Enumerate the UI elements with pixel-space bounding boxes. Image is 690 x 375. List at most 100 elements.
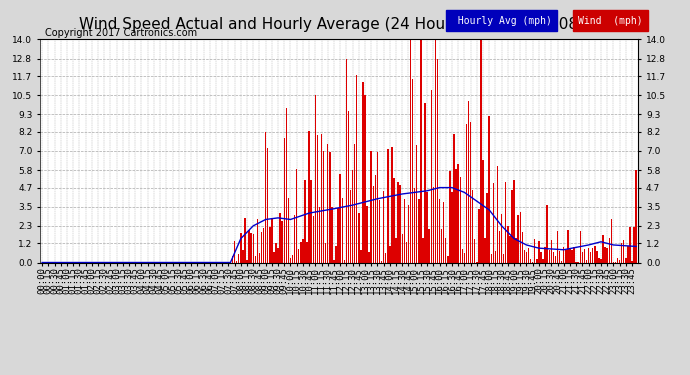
Bar — [491, 254, 492, 262]
Bar — [604, 248, 606, 262]
Bar — [482, 160, 484, 262]
Bar — [352, 171, 353, 262]
Bar — [279, 213, 281, 262]
Bar — [455, 169, 457, 262]
Bar — [331, 207, 333, 262]
Bar — [269, 227, 270, 262]
Bar — [449, 171, 451, 262]
Bar — [623, 240, 624, 262]
Bar — [373, 186, 374, 262]
Bar — [580, 231, 581, 262]
Bar — [379, 200, 380, 262]
Bar — [495, 251, 496, 262]
Bar — [462, 249, 463, 262]
Bar — [611, 219, 612, 262]
Bar — [302, 239, 304, 262]
Bar — [513, 180, 515, 262]
Bar — [447, 256, 448, 262]
Bar — [602, 235, 604, 262]
Bar — [234, 241, 235, 262]
Bar — [346, 58, 347, 262]
Bar — [503, 254, 504, 262]
Bar — [546, 206, 548, 262]
Bar — [323, 150, 324, 262]
Bar — [515, 238, 517, 262]
Bar — [470, 122, 471, 262]
Bar — [402, 234, 403, 262]
Bar — [240, 233, 241, 262]
Bar — [549, 250, 550, 262]
Text: Wind Speed Actual and Hourly Average (24 Hours) (New) 20170816: Wind Speed Actual and Hourly Average (24… — [79, 17, 598, 32]
Bar — [511, 190, 513, 262]
Bar — [424, 103, 426, 262]
Bar — [544, 248, 546, 262]
Bar — [400, 185, 401, 262]
Bar — [277, 248, 279, 262]
Bar — [486, 193, 488, 262]
Bar — [542, 259, 544, 262]
Bar — [248, 230, 250, 262]
Bar — [493, 183, 494, 262]
Bar — [507, 226, 509, 262]
Bar — [298, 249, 299, 262]
Bar — [592, 248, 593, 262]
Bar — [472, 190, 473, 262]
Text: Copyright 2017 Cartronics.com: Copyright 2017 Cartronics.com — [45, 28, 197, 38]
Bar — [292, 255, 293, 262]
Bar — [282, 221, 283, 262]
Bar — [387, 149, 388, 262]
Bar — [304, 180, 306, 262]
Bar — [381, 261, 382, 262]
Bar — [617, 258, 618, 262]
Bar — [371, 151, 372, 262]
Bar — [310, 180, 312, 262]
Bar — [319, 207, 320, 262]
Bar — [530, 259, 531, 262]
Bar — [453, 134, 455, 262]
Bar — [284, 138, 285, 262]
Bar — [534, 239, 535, 262]
Bar — [478, 209, 480, 262]
Bar — [412, 79, 413, 262]
Bar — [391, 147, 393, 262]
Bar — [528, 248, 529, 262]
Bar — [286, 108, 287, 262]
Bar — [598, 258, 600, 262]
Bar — [460, 177, 461, 262]
Bar — [288, 198, 289, 262]
Bar — [433, 187, 434, 262]
Bar — [557, 231, 558, 262]
Bar — [368, 252, 370, 262]
Bar — [536, 259, 538, 262]
Bar — [609, 238, 610, 262]
Bar — [418, 199, 420, 262]
Bar — [619, 261, 620, 262]
Bar — [559, 251, 560, 262]
Bar — [497, 166, 498, 262]
Bar — [518, 215, 519, 262]
Text: Hourly Avg (mph): Hourly Avg (mph) — [452, 16, 552, 26]
Bar — [375, 175, 376, 262]
Bar — [366, 206, 368, 262]
Bar — [335, 246, 337, 262]
Bar — [526, 252, 527, 262]
Bar — [377, 152, 378, 262]
Bar — [573, 246, 575, 262]
Bar — [406, 242, 407, 262]
Bar — [569, 248, 571, 262]
Bar — [244, 217, 246, 262]
Bar — [253, 234, 254, 262]
Text: Wind  (mph): Wind (mph) — [578, 16, 643, 26]
Bar — [420, 39, 422, 262]
Bar — [408, 205, 409, 262]
Bar — [273, 252, 275, 262]
Bar — [627, 246, 629, 262]
Bar — [232, 256, 233, 262]
Bar — [395, 238, 397, 262]
Bar — [607, 248, 608, 262]
Bar — [348, 111, 349, 262]
Bar — [246, 260, 248, 262]
Bar — [354, 144, 355, 262]
Bar — [385, 254, 386, 262]
Bar — [294, 214, 295, 262]
